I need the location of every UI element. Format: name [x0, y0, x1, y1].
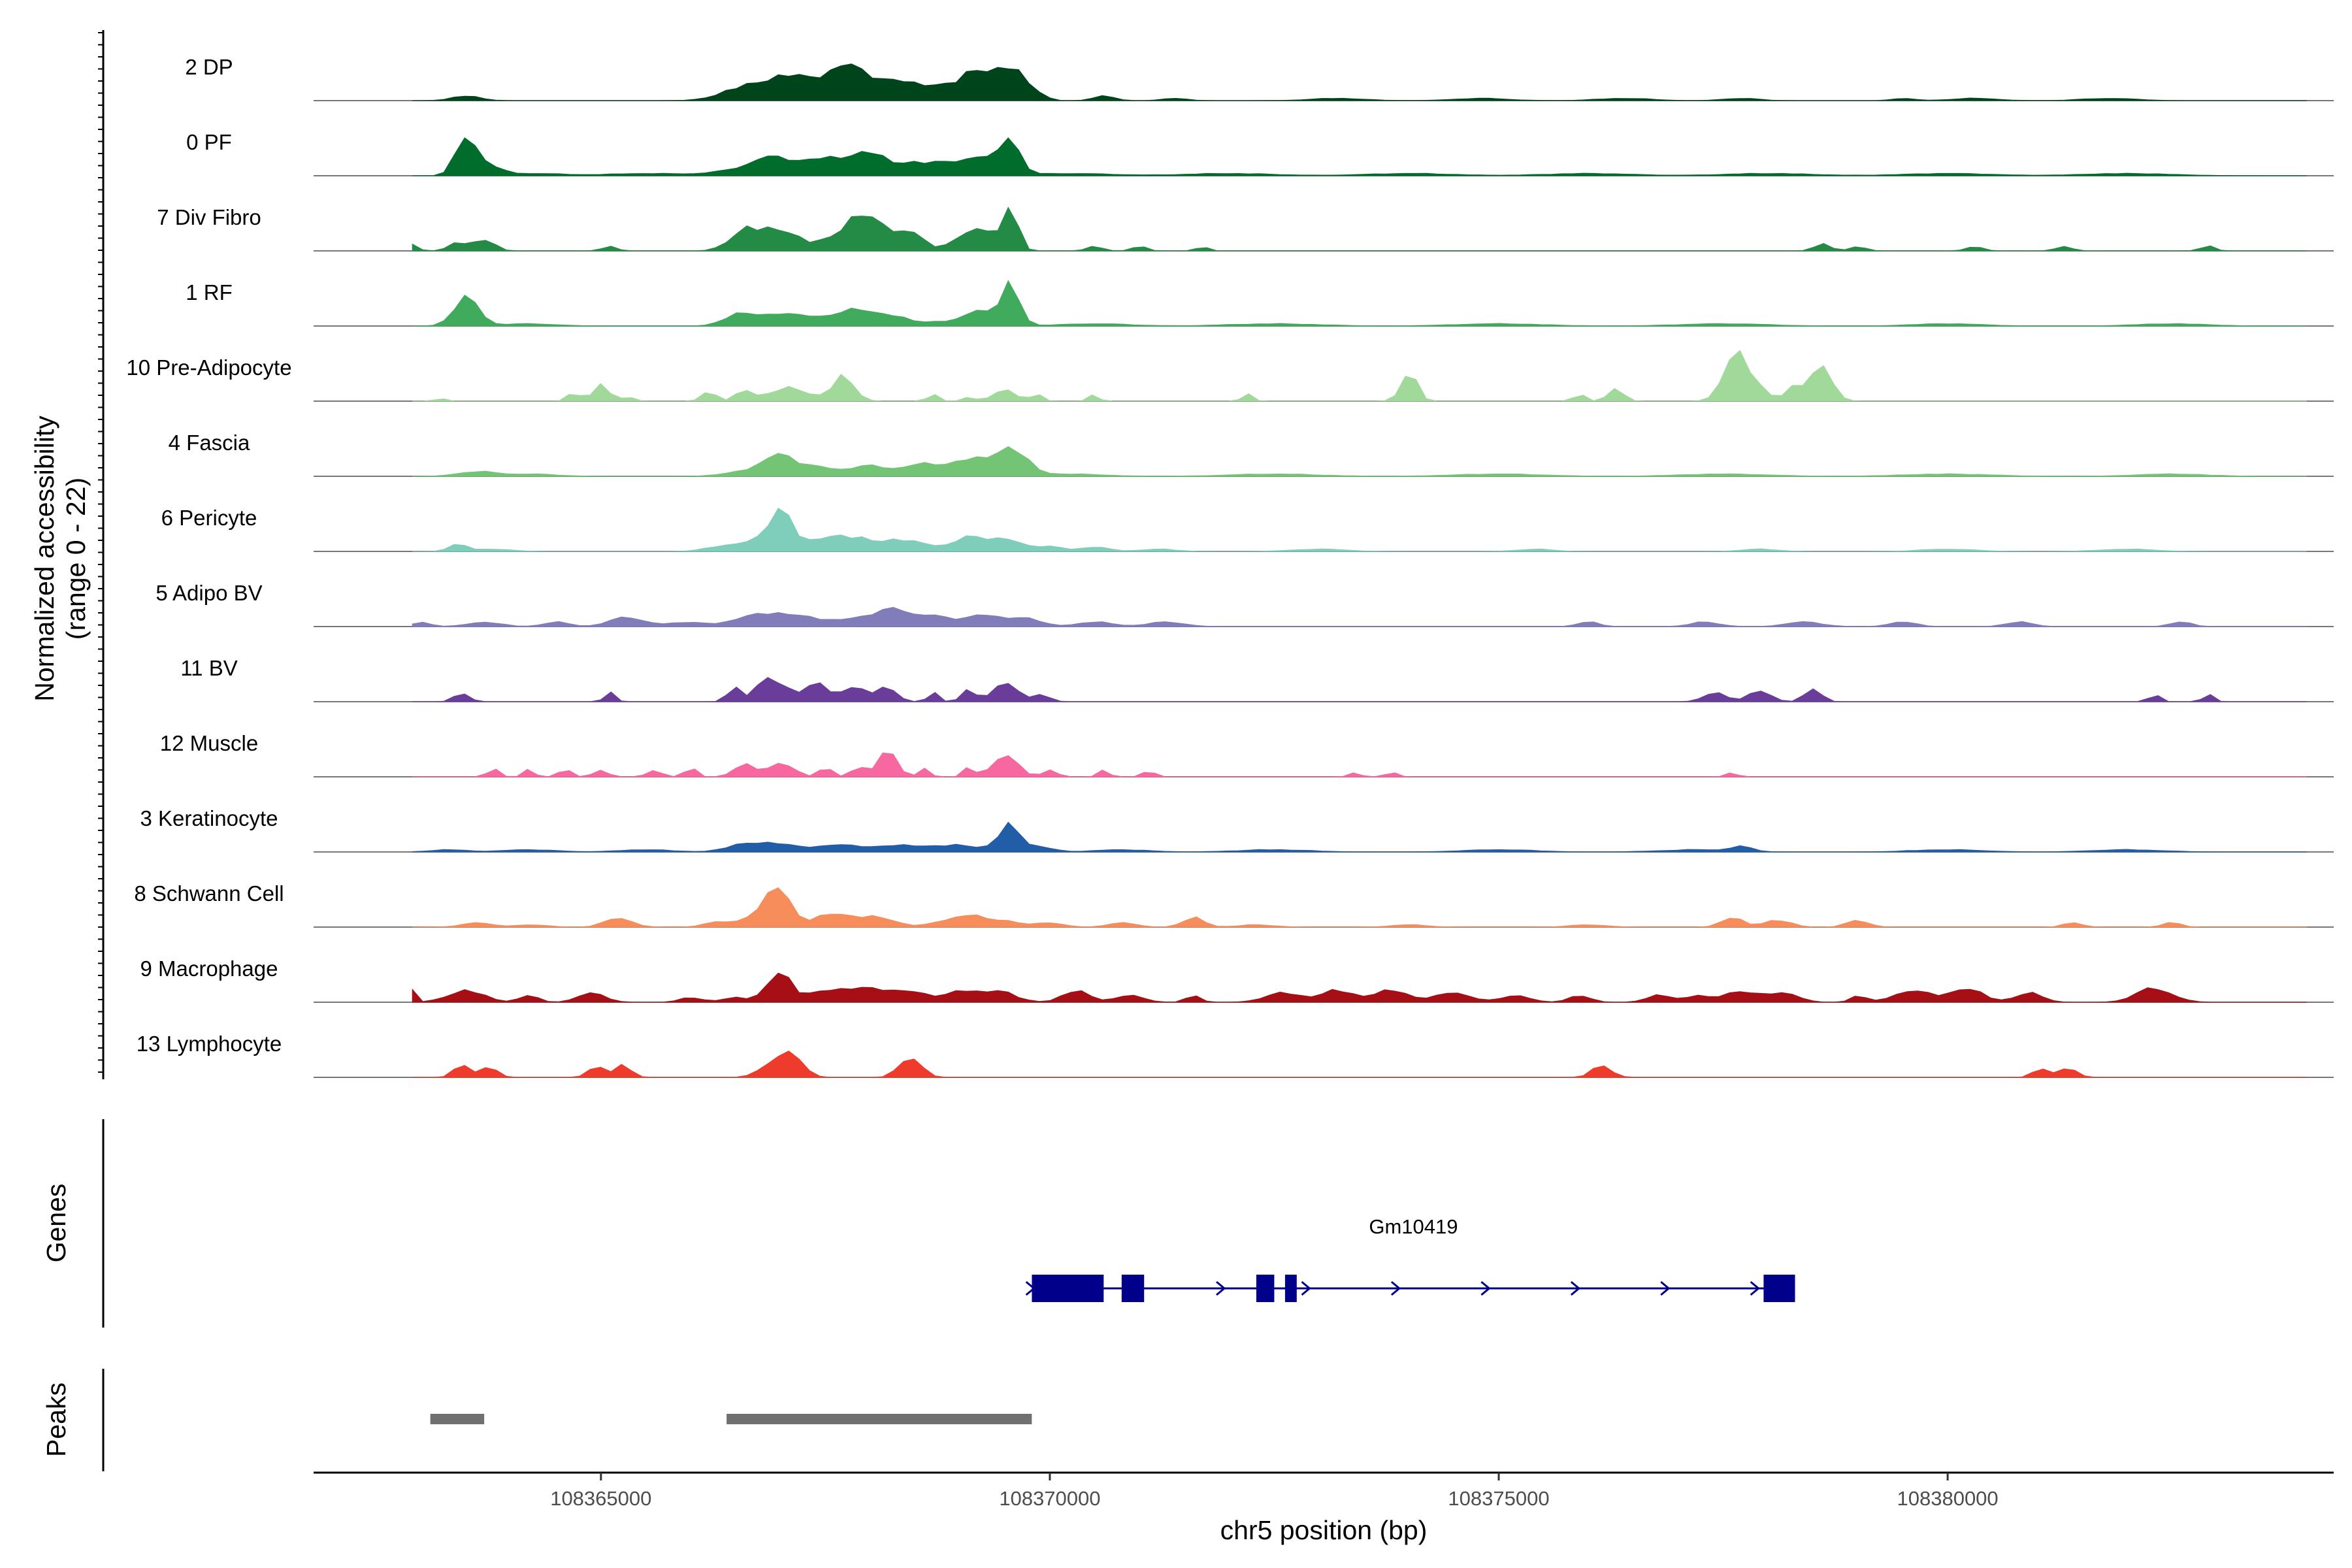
- track-label: 11 BV: [180, 656, 237, 680]
- strand-arrow: [1301, 1281, 1311, 1296]
- strand-arrow: [1750, 1281, 1760, 1296]
- track-1-rf: 1 RF: [186, 280, 2334, 327]
- genes-panel: Genes Gm10419: [41, 1119, 1795, 1328]
- track-label: 3 Keratinocyte: [140, 806, 278, 830]
- x-axis-tick-label: 108365000: [550, 1487, 651, 1510]
- coverage-tracks: 2 DP 0 PF 7 Div Fibro 1 RF 10 Pre-Adipocyte 4…: [126, 55, 2334, 1078]
- track-2-dp: 2 DP: [185, 55, 2334, 101]
- track-12-muscle: 12 Muscle: [160, 731, 2334, 777]
- track-signal-13-lymphocyte: [412, 1051, 2307, 1078]
- track-3-keratinocyte: 3 Keratinocyte: [140, 806, 2334, 853]
- track-label: 12 Muscle: [160, 731, 258, 755]
- track-6-pericyte: 6 Pericyte: [161, 506, 2334, 552]
- track-signal-9-macrophage: [412, 972, 2307, 1003]
- track-label: 5 Adipo BV: [155, 581, 262, 605]
- track-label: 2 DP: [185, 55, 233, 79]
- gene-exon: [1763, 1275, 1795, 1302]
- track-label: 9 Macrophage: [140, 956, 278, 981]
- track-10-pre-adipocyte: 10 Pre-Adipocyte: [126, 350, 2334, 402]
- track-signal-3-keratinocyte: [412, 821, 2307, 853]
- track-signal-12-muscle: [412, 752, 2307, 777]
- x-axis: 108365000 108370000 108375000 108380000 chr…: [314, 1471, 2334, 1545]
- track-label: 10 Pre-Adipocyte: [126, 355, 291, 380]
- track-label: 8 Schwann Cell: [134, 881, 284, 906]
- gene-name-label: Gm10419: [1369, 1215, 1458, 1238]
- track-signal-11-bv: [412, 677, 2307, 702]
- track-label: 4 Fascia: [169, 431, 250, 455]
- x-axis-tick-label: 108380000: [1897, 1487, 1999, 1510]
- coverage-ylabel-line1: Normalized accessibility: [29, 416, 59, 702]
- gene-exon: [1284, 1275, 1297, 1302]
- track-4-fascia: 4 Fascia: [169, 431, 2334, 477]
- track-signal-2-dp: [412, 63, 2307, 101]
- peak-region: [727, 1414, 1032, 1424]
- coverage-panel: Normalized accessibility (range 0 - 22) …: [29, 30, 2334, 1079]
- strand-arrow: [1390, 1281, 1401, 1296]
- peaks-panel: Peaks: [41, 1369, 1032, 1471]
- track-signal-1-rf: [412, 280, 2307, 327]
- peak-region: [430, 1414, 485, 1424]
- coverage-ylabel-line2: (range 0 - 22): [61, 478, 91, 640]
- gene-exon: [1256, 1275, 1275, 1302]
- gene-gm10419: Gm10419: [1025, 1215, 1795, 1302]
- track-9-macrophage: 9 Macrophage: [140, 956, 2334, 1003]
- strand-arrow: [1570, 1281, 1581, 1296]
- track-signal-10-pre-adipocyte: [412, 350, 2307, 402]
- gene-exon: [1032, 1275, 1104, 1302]
- track-signal-0-pf: [412, 137, 2307, 176]
- track-5-adipo-bv: 5 Adipo BV: [155, 581, 2334, 627]
- track-11-bv: 11 BV: [180, 656, 2334, 702]
- gene-exon: [1121, 1275, 1145, 1302]
- track-label: 1 RF: [186, 280, 233, 304]
- track-signal-7-div-fibro: [412, 206, 2307, 252]
- strand-arrow: [1480, 1281, 1491, 1296]
- track-signal-4-fascia: [412, 446, 2307, 477]
- track-0-pf: 0 PF: [186, 130, 2334, 176]
- track-13-lymphocyte: 13 Lymphocyte: [137, 1032, 2334, 1078]
- peak-regions: [430, 1414, 1032, 1424]
- track-signal-6-pericyte: [412, 508, 2307, 552]
- track-label: 6 Pericyte: [161, 506, 257, 530]
- peaks-panel-label: Peaks: [41, 1382, 71, 1457]
- track-label: 7 Div Fibro: [157, 205, 261, 229]
- track-label: 13 Lymphocyte: [137, 1032, 282, 1056]
- x-axis-label: chr5 position (bp): [1220, 1515, 1428, 1545]
- coverage-y-ticks: [98, 32, 103, 1073]
- track-8-schwann-cell: 8 Schwann Cell: [134, 881, 2334, 928]
- track-signal-8-schwann-cell: [412, 887, 2307, 928]
- track-signal-5-adipo-bv: [412, 606, 2307, 627]
- x-axis-tick-label: 108375000: [1448, 1487, 1549, 1510]
- genes-panel-label: Genes: [41, 1184, 71, 1263]
- track-label: 0 PF: [186, 130, 232, 154]
- strand-arrow: [1660, 1281, 1671, 1296]
- strand-arrow: [1216, 1281, 1226, 1296]
- x-axis-tick-label: 108370000: [999, 1487, 1100, 1510]
- track-7-div-fibro: 7 Div Fibro: [157, 205, 2334, 252]
- x-axis-ticks: 108365000 108370000 108375000 108380000: [550, 1473, 1999, 1510]
- gene-models: Gm10419: [1025, 1215, 1795, 1302]
